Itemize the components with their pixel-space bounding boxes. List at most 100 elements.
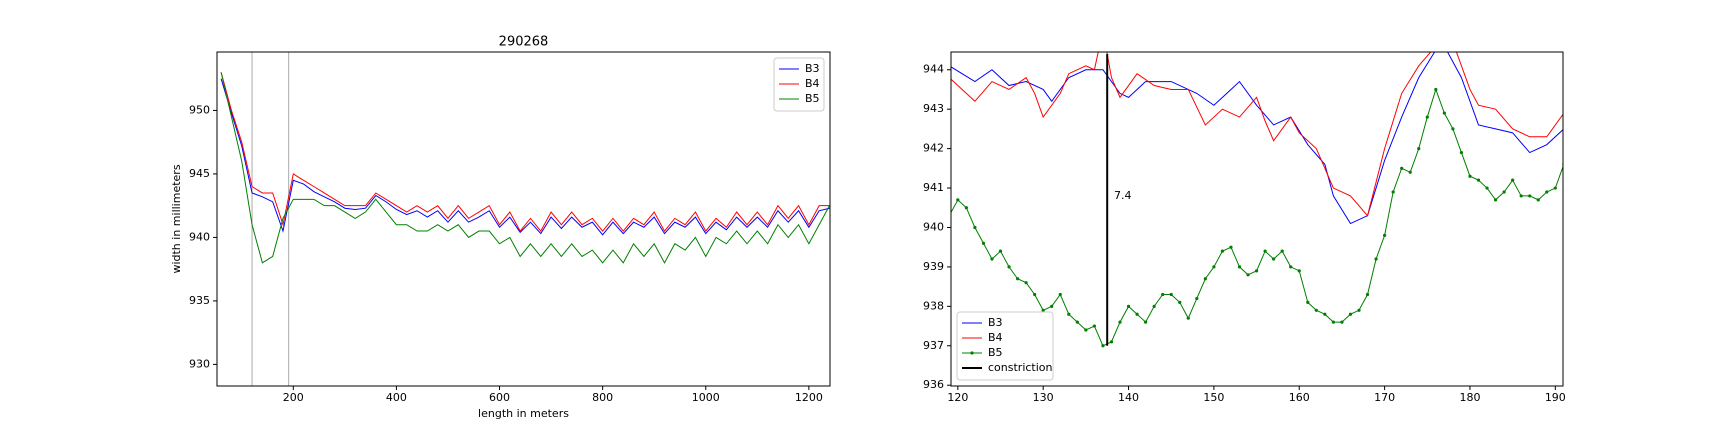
point-marker bbox=[1263, 249, 1267, 253]
point-marker bbox=[964, 206, 968, 210]
point-marker bbox=[1348, 312, 1353, 316]
series-line bbox=[951, 52, 1563, 225]
point-marker bbox=[1109, 340, 1114, 344]
point-marker bbox=[1314, 308, 1318, 312]
x-axis-label: length in meters bbox=[478, 407, 569, 420]
point-marker bbox=[1451, 127, 1455, 131]
point-marker bbox=[1246, 273, 1250, 277]
axes-frame bbox=[950, 51, 1564, 387]
point-marker bbox=[1391, 190, 1395, 194]
point-marker bbox=[1135, 312, 1139, 316]
point-marker bbox=[1280, 249, 1284, 253]
x-tick-label: 190 bbox=[1545, 391, 1566, 404]
y-tick-label: 930 bbox=[189, 357, 210, 370]
x-tick-label: 140 bbox=[1118, 391, 1139, 404]
point-marker bbox=[1101, 344, 1105, 348]
y-tick-label: 936 bbox=[923, 378, 944, 391]
x-tick-label: 600 bbox=[489, 391, 510, 404]
point-marker bbox=[1169, 292, 1173, 297]
point-marker bbox=[1331, 320, 1335, 324]
legend-label: B4 bbox=[805, 77, 820, 90]
point-marker bbox=[1459, 150, 1464, 155]
point-marker bbox=[1058, 292, 1062, 297]
point-marker bbox=[1203, 277, 1207, 281]
point-marker bbox=[1033, 292, 1037, 297]
point-marker bbox=[1178, 300, 1182, 305]
point-marker bbox=[1400, 166, 1404, 170]
point-marker bbox=[973, 225, 977, 230]
point-marker bbox=[956, 198, 960, 202]
annotation: 7.4 bbox=[1114, 189, 1132, 202]
x-tick-label: 170 bbox=[1374, 391, 1395, 404]
point-marker bbox=[1220, 249, 1225, 253]
point-marker bbox=[1289, 265, 1293, 269]
point-marker bbox=[1417, 147, 1421, 151]
series-line bbox=[220, 72, 830, 264]
y-tick-label: 941 bbox=[923, 181, 944, 194]
plot-area bbox=[220, 52, 830, 386]
y-tick-label: 938 bbox=[923, 299, 944, 312]
point-marker bbox=[1237, 265, 1242, 269]
y-tick-label: 942 bbox=[923, 142, 944, 155]
point-marker bbox=[1502, 190, 1506, 194]
point-marker bbox=[1126, 304, 1131, 308]
point-marker bbox=[1476, 178, 1481, 182]
point-marker bbox=[1254, 269, 1259, 273]
point-marker bbox=[1536, 198, 1540, 202]
x-tick-label: 150 bbox=[1203, 391, 1224, 404]
point-marker bbox=[1297, 269, 1301, 273]
series-line bbox=[220, 78, 830, 236]
plot-area bbox=[948, 52, 1563, 348]
y-tick-label: 939 bbox=[923, 260, 944, 273]
legend-label: B3 bbox=[805, 62, 820, 75]
y-tick-label: 940 bbox=[189, 230, 210, 243]
point-marker bbox=[1323, 312, 1327, 316]
point-marker bbox=[1024, 281, 1028, 285]
series-line bbox=[951, 52, 1563, 217]
y-tick-label: 937 bbox=[923, 339, 944, 352]
point-marker bbox=[948, 214, 951, 217]
point-marker bbox=[1007, 265, 1011, 269]
x-tick-label: 400 bbox=[386, 391, 407, 404]
axes-frame bbox=[216, 51, 831, 387]
point-marker bbox=[1511, 178, 1515, 182]
series-line bbox=[220, 72, 830, 232]
legend-marker bbox=[970, 351, 974, 355]
legend-label: B4 bbox=[988, 331, 1003, 344]
point-marker bbox=[998, 249, 1003, 253]
legend-box bbox=[956, 311, 1054, 381]
point-marker bbox=[1118, 320, 1122, 324]
point-marker bbox=[1212, 265, 1216, 269]
legend-label: B3 bbox=[988, 316, 1003, 329]
point-marker bbox=[1425, 115, 1429, 119]
point-marker bbox=[1041, 308, 1045, 312]
point-marker bbox=[1195, 296, 1199, 301]
point-marker bbox=[1468, 174, 1472, 178]
y-tick-label: 940 bbox=[923, 220, 944, 233]
point-marker bbox=[1075, 320, 1079, 324]
point-marker bbox=[990, 257, 994, 261]
point-marker bbox=[1084, 328, 1088, 332]
point-marker bbox=[1383, 233, 1387, 237]
point-marker bbox=[1229, 245, 1233, 249]
x-tick-label: 180 bbox=[1459, 391, 1480, 404]
legend-label: B5 bbox=[805, 92, 820, 105]
point-marker bbox=[1434, 87, 1438, 92]
point-marker bbox=[1357, 308, 1361, 312]
y-tick-label: 935 bbox=[189, 294, 210, 307]
chart-title: 290268 bbox=[499, 35, 549, 50]
point-marker bbox=[1340, 320, 1344, 324]
point-marker bbox=[1408, 170, 1412, 174]
point-marker bbox=[1144, 320, 1148, 324]
point-marker bbox=[1092, 324, 1096, 328]
x-tick-label: 160 bbox=[1289, 391, 1310, 404]
point-marker bbox=[1050, 304, 1054, 308]
point-marker bbox=[1015, 277, 1020, 281]
point-marker bbox=[1067, 312, 1071, 316]
y-tick-label: 945 bbox=[189, 167, 210, 180]
point-marker bbox=[1152, 304, 1156, 308]
point-marker bbox=[1528, 194, 1532, 198]
point-marker bbox=[1186, 316, 1190, 320]
point-marker bbox=[1519, 194, 1523, 198]
